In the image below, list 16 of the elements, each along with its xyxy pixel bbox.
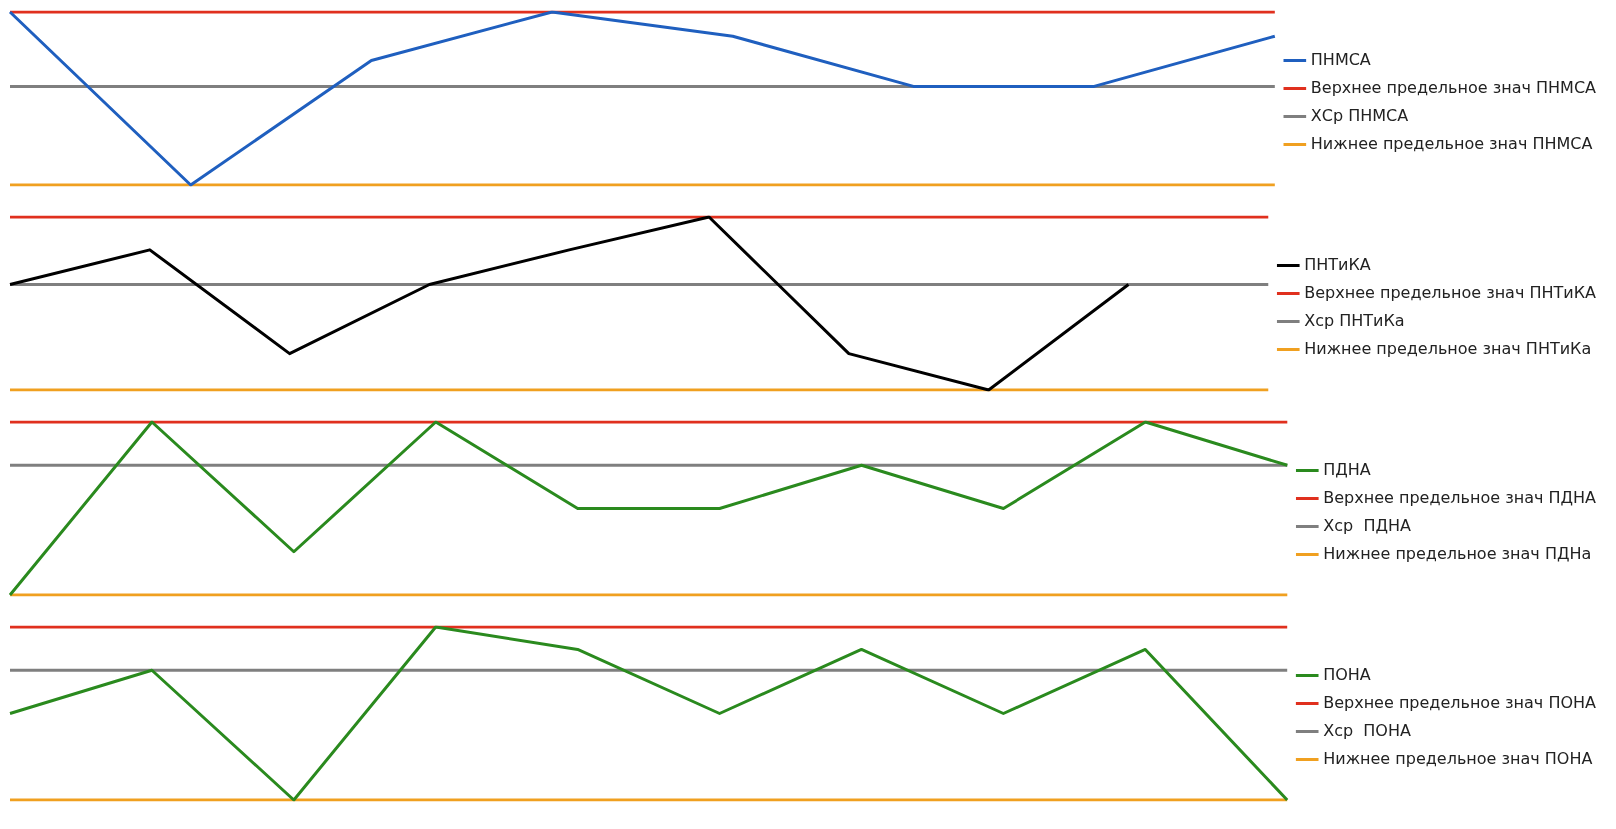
legend-label: Хср ПНТиКа xyxy=(1304,310,1405,330)
legend-label: Нижнее предельное знач ПОНА xyxy=(1323,748,1593,768)
legend-label: Верхнее предельное знач ПНМСА xyxy=(1310,77,1597,97)
legend-label: ПНТиКА xyxy=(1304,254,1371,274)
legend-label: Верхнее предельное знач ПОНА xyxy=(1323,692,1597,712)
legend-label: ПДНА xyxy=(1323,459,1371,479)
legend-label: Нижнее предельное знач ПНТиКа xyxy=(1304,338,1592,358)
legend-label: Хср ПДНА xyxy=(1323,515,1411,535)
legend-label: Верхнее предельное знач ПНТиКА xyxy=(1304,282,1597,302)
legend-label: ПНМСА xyxy=(1310,49,1371,69)
legend-label: ХСр ПНМСА xyxy=(1310,105,1409,125)
legend-label: Верхнее предельное знач ПДНА xyxy=(1323,487,1597,507)
legend-label: Нижнее предельное знач ПНМСА xyxy=(1310,133,1593,153)
legend-label: ПОНА xyxy=(1323,664,1371,684)
legend-label: Хср ПОНА xyxy=(1323,720,1411,740)
legend-label: Нижнее предельное знач ПДНа xyxy=(1323,543,1592,563)
